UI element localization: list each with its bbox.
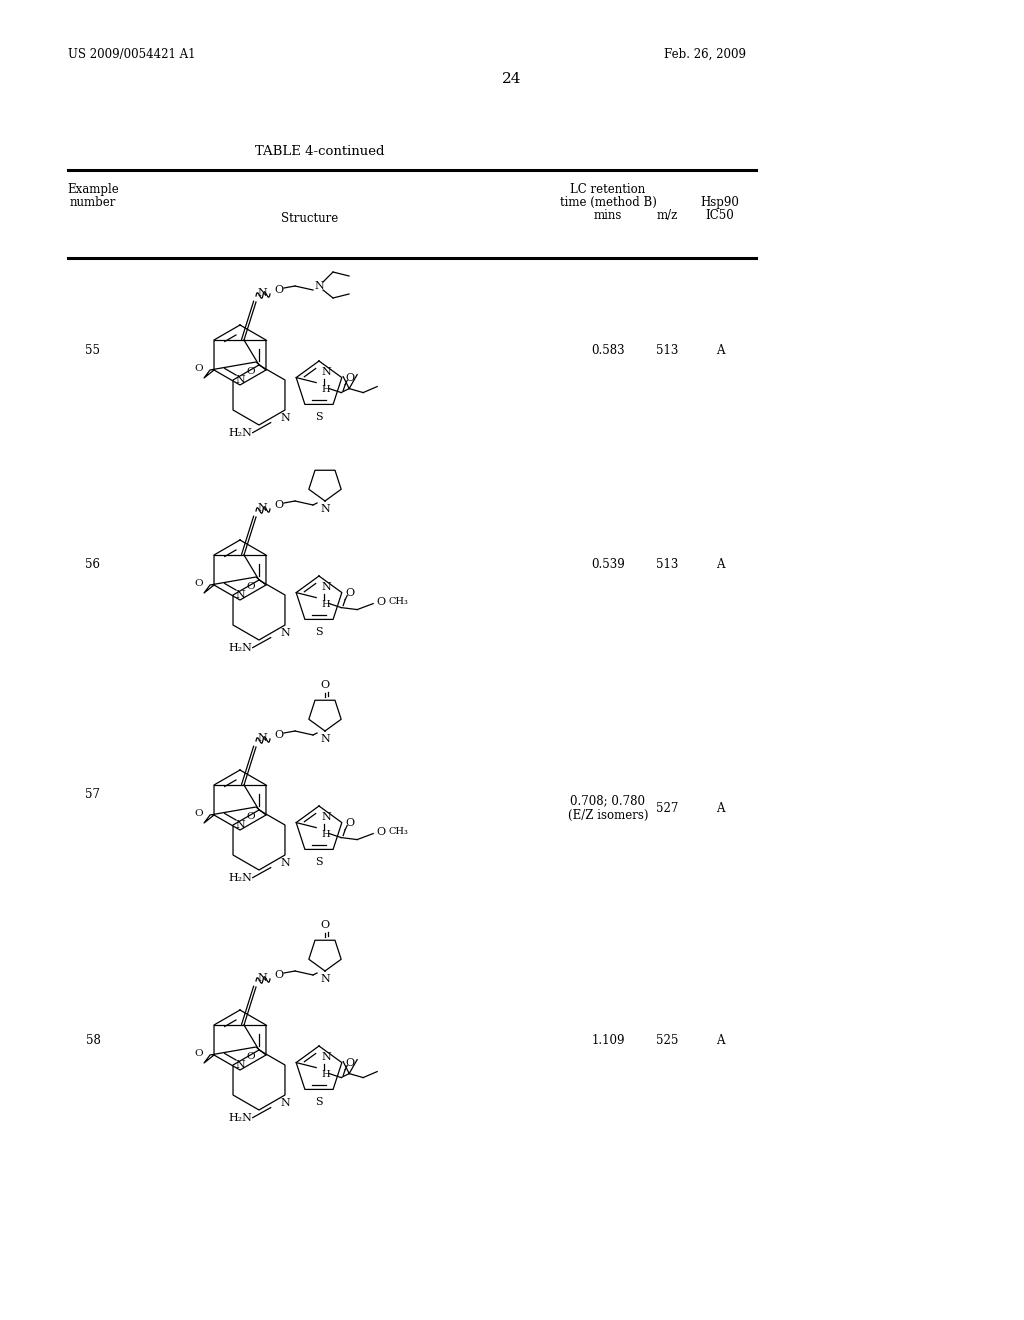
Text: N: N [321,734,330,744]
Text: A: A [716,1034,724,1047]
Text: O: O [376,826,385,837]
Text: 1.109: 1.109 [591,1034,625,1047]
Text: A: A [716,558,724,572]
Text: 58: 58 [86,1034,100,1047]
Text: CH₃: CH₃ [388,828,408,836]
Text: 0.583: 0.583 [591,343,625,356]
Text: US 2009/0054421 A1: US 2009/0054421 A1 [68,48,196,61]
Text: LC retention: LC retention [570,183,645,195]
Text: time (method B): time (method B) [559,195,656,209]
Text: 0.708; 0.780
(E/Z isomers): 0.708; 0.780 (E/Z isomers) [567,795,648,822]
Text: O: O [345,372,354,383]
Text: N: N [257,288,266,298]
Text: N: N [257,973,266,983]
Text: IC50: IC50 [706,209,734,222]
Text: O: O [345,587,354,598]
Text: CH₃: CH₃ [388,597,408,606]
Text: O: O [195,809,203,818]
Text: N: N [321,504,330,513]
Text: S: S [315,412,323,422]
Text: H₂N: H₂N [228,643,253,652]
Text: 56: 56 [85,558,100,572]
Text: H: H [322,384,330,393]
Text: A: A [716,343,724,356]
Text: m/z: m/z [656,209,678,222]
Text: O: O [247,367,255,376]
Text: N: N [281,858,290,869]
Text: 525: 525 [655,1034,678,1047]
Text: O: O [274,970,284,979]
Text: O: O [345,817,354,828]
Text: N: N [281,413,290,422]
Text: 527: 527 [655,801,678,814]
Text: O: O [195,1049,203,1059]
Text: O: O [195,364,203,374]
Text: N: N [322,367,331,376]
Text: number: number [70,195,116,209]
Text: O: O [247,582,255,591]
Text: N: N [322,812,331,821]
Text: N: N [281,628,290,638]
Text: N: N [314,281,324,290]
Text: N: N [236,590,245,601]
Text: Hsp90: Hsp90 [700,195,739,209]
Text: H₂N: H₂N [228,428,253,438]
Text: H: H [322,829,330,838]
Text: O: O [274,730,284,741]
Text: 24: 24 [502,73,522,86]
Text: O: O [345,1057,354,1068]
Text: TABLE 4-continued: TABLE 4-continued [255,145,385,158]
Text: O: O [247,1052,255,1061]
Text: N: N [236,820,245,830]
Text: H: H [322,599,330,609]
Text: 0.539: 0.539 [591,558,625,572]
Text: O: O [195,579,203,587]
Text: N: N [236,1060,245,1071]
Text: O: O [274,285,284,294]
Text: H: H [322,1069,330,1078]
Text: N: N [322,1052,331,1061]
Text: A: A [716,801,724,814]
Text: N: N [257,503,266,513]
Text: N: N [321,974,330,983]
Text: N: N [236,375,245,385]
Text: N: N [322,582,331,591]
Text: H₂N: H₂N [228,1113,253,1122]
Text: N: N [281,1098,290,1107]
Text: Example: Example [68,183,119,195]
Text: 57: 57 [85,788,100,801]
Text: mins: mins [594,209,623,222]
Text: O: O [321,680,330,690]
Text: H₂N: H₂N [228,873,253,883]
Text: N: N [257,733,266,743]
Text: O: O [376,597,385,607]
Text: S: S [315,627,323,638]
Text: Feb. 26, 2009: Feb. 26, 2009 [664,48,746,61]
Text: S: S [315,857,323,867]
Text: S: S [315,1097,323,1107]
Text: O: O [321,920,330,931]
Text: O: O [247,812,255,821]
Text: Structure: Structure [282,213,339,224]
Text: 513: 513 [655,558,678,572]
Text: 55: 55 [85,343,100,356]
Text: 513: 513 [655,343,678,356]
Text: O: O [274,500,284,510]
